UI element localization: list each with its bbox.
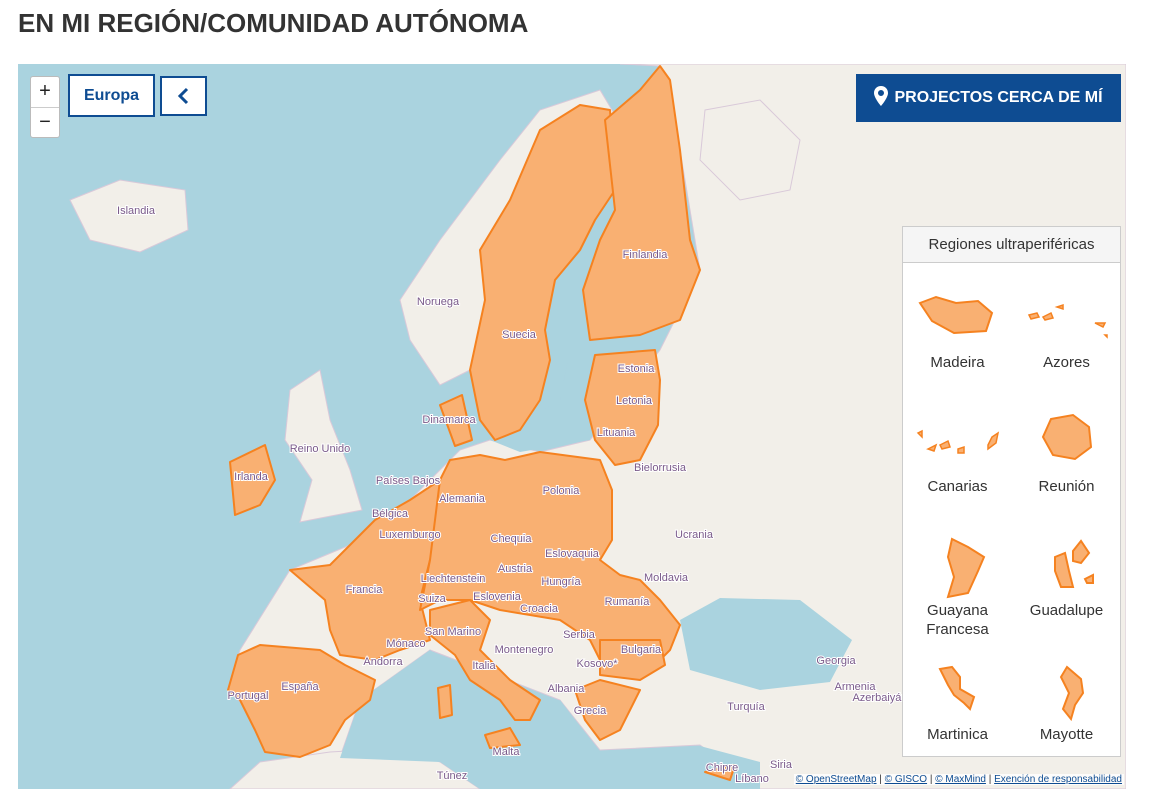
separator: | bbox=[879, 774, 882, 785]
region-icon bbox=[916, 429, 999, 454]
legend-item[interactable]: Canarias bbox=[903, 397, 1012, 521]
place-label: Andorra bbox=[363, 656, 403, 668]
legend-label: Mayotte bbox=[1039, 726, 1094, 743]
place-label: Serbia bbox=[563, 629, 596, 641]
place-label: Grecia bbox=[574, 705, 607, 717]
legend-item[interactable]: Guayana Francesa bbox=[903, 521, 1012, 645]
place-label: Chequia bbox=[491, 533, 533, 545]
place-label: Armenia bbox=[835, 681, 877, 693]
place-label: Dinamarca bbox=[422, 414, 476, 426]
attribution-link[interactable]: © OpenStreetMap bbox=[795, 774, 877, 785]
place-label: Liechtenstein bbox=[421, 573, 486, 585]
legend-label: Madeira bbox=[930, 354, 985, 371]
region-icon bbox=[946, 537, 985, 599]
place-label: Montenegro bbox=[495, 644, 554, 656]
place-label: Albania bbox=[548, 683, 586, 695]
place-label: Túnez bbox=[437, 770, 468, 782]
place-label: Bielorrusia bbox=[634, 462, 687, 474]
place-label: Moldavia bbox=[644, 572, 689, 584]
legend-item[interactable]: Madeira bbox=[903, 273, 1012, 397]
legend-title: Regiones ultraperiféricas bbox=[903, 227, 1120, 263]
nearby-button[interactable]: PROJECTOS CERCA DE MÍ bbox=[856, 74, 1121, 122]
place-label: Siria bbox=[770, 759, 793, 771]
region-button[interactable]: Europa bbox=[68, 74, 155, 117]
legend-item[interactable]: Martinica bbox=[903, 645, 1012, 769]
map-labels: Islandia Noruega Suecia Finlandia Estonia Let… bbox=[116, 204, 908, 786]
place-label: Eslovaquia bbox=[545, 548, 600, 560]
place-label: Países Bajos bbox=[376, 475, 441, 487]
place-label: Reino Unido bbox=[290, 443, 351, 455]
place-label: Islandia bbox=[117, 205, 156, 217]
zoom-control: + − bbox=[30, 76, 60, 138]
back-button[interactable] bbox=[160, 76, 207, 116]
attribution-link[interactable]: © MaxMind bbox=[935, 774, 986, 785]
legend-item[interactable]: Reunión bbox=[1012, 397, 1121, 521]
place-label: Austria bbox=[498, 563, 533, 575]
place-label: Rumanía bbox=[605, 596, 651, 608]
place-label: Azerbaiyán bbox=[852, 692, 907, 704]
eu-territory bbox=[227, 65, 736, 781]
legend: Regiones ultraperiféricas Madeira Azores… bbox=[902, 226, 1121, 757]
place-label: Suiza bbox=[418, 593, 446, 605]
zoom-out[interactable]: − bbox=[39, 111, 51, 133]
place-label: San Marino bbox=[425, 626, 481, 638]
legend-label: Reunión bbox=[1038, 478, 1095, 495]
attribution: © OpenStreetMap | © GISCO | © MaxMind | … bbox=[793, 774, 1124, 785]
place-label: Polonia bbox=[543, 485, 581, 497]
place-label: Noruega bbox=[417, 296, 460, 308]
legend-label: Martinica bbox=[927, 726, 988, 743]
zoom-in[interactable]: + bbox=[31, 77, 59, 108]
place-label: Estonia bbox=[618, 363, 656, 375]
place-label: Chipre bbox=[706, 762, 738, 774]
region-icon bbox=[1041, 413, 1092, 461]
legend-label: Guadalupe bbox=[1029, 602, 1104, 619]
place-label: Portugal bbox=[228, 690, 269, 702]
region-icon bbox=[938, 665, 975, 711]
place-label: Letonia bbox=[616, 395, 653, 407]
place-label: Suecia bbox=[502, 329, 537, 341]
place-label: Mónaco bbox=[386, 638, 425, 650]
place-label: Kosovo* bbox=[577, 658, 619, 670]
place-label: Lituania bbox=[597, 427, 636, 439]
place-label: Finlandia bbox=[623, 249, 669, 261]
pin-icon bbox=[874, 86, 889, 106]
legend-label: Azores bbox=[1043, 354, 1090, 371]
attribution-link[interactable]: Exención de responsabilidad bbox=[994, 774, 1122, 785]
place-label: Francia bbox=[346, 584, 384, 596]
place-label: Bélgica bbox=[372, 508, 409, 520]
place-label: Italia bbox=[472, 660, 496, 672]
region-icon bbox=[1053, 539, 1094, 588]
place-label: Hungría bbox=[541, 576, 581, 588]
place-label: España bbox=[281, 681, 319, 693]
place-label: Turquía bbox=[727, 701, 765, 713]
place-label: Eslovenia bbox=[473, 591, 522, 603]
place-label: Alemania bbox=[439, 493, 486, 505]
legend-label: Canarias bbox=[927, 478, 988, 495]
region-icon bbox=[917, 295, 993, 335]
place-label: Luxemburgo bbox=[379, 529, 440, 541]
place-label: Irlanda bbox=[234, 471, 269, 483]
place-label: Malta bbox=[493, 746, 521, 758]
separator: | bbox=[988, 774, 992, 785]
nearby-label: PROJECTOS CERCA DE MÍ bbox=[894, 89, 1103, 106]
legend-label: Guayana Francesa bbox=[926, 602, 989, 638]
legend-item[interactable]: Guadalupe bbox=[1012, 521, 1121, 645]
legend-item[interactable]: Azores bbox=[1012, 273, 1121, 397]
attribution-link[interactable]: © GISCO bbox=[884, 774, 928, 785]
legend-item[interactable]: Mayotte bbox=[1012, 645, 1121, 769]
place-label: Georgia bbox=[816, 655, 856, 667]
page-title: EN MI REGIÓN/COMUNIDAD AUTÓNOMA bbox=[18, 8, 529, 38]
place-label: Líbano bbox=[735, 773, 769, 785]
place-label: Bulgaria bbox=[621, 644, 662, 656]
place-label: Croacia bbox=[520, 603, 559, 615]
back-icon bbox=[177, 87, 189, 105]
separator: | bbox=[929, 774, 933, 785]
place-label: Ucrania bbox=[675, 529, 714, 541]
region-icon bbox=[1059, 665, 1084, 722]
region-icon bbox=[1027, 303, 1108, 339]
legend-grid: Madeira Azores Canarias Reunión Guayana … bbox=[903, 263, 1120, 769]
